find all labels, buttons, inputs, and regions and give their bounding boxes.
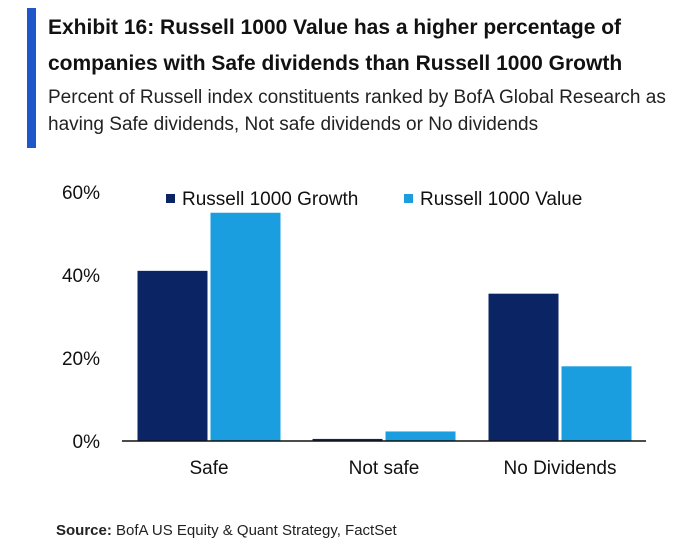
legend-swatch [166, 194, 175, 203]
legend-label: Russell 1000 Value [420, 189, 582, 210]
accent-bar [27, 8, 36, 148]
bar [561, 366, 632, 441]
bar [312, 438, 383, 441]
y-tick-label: 60% [62, 183, 100, 204]
bars [137, 212, 632, 441]
bar [210, 212, 281, 441]
legend-swatch [404, 194, 413, 203]
legend-label: Russell 1000 Growth [182, 189, 358, 210]
bar [137, 270, 208, 441]
x-tick-label: No Dividends [504, 458, 617, 479]
y-axis: 0% 20% 40% 60% [62, 183, 100, 453]
y-tick-label: 20% [62, 349, 100, 370]
source-text: BofA US Equity & Quant Strategy, FactSet [116, 522, 397, 539]
chart-subtitle: Percent of Russell index constituents ra… [48, 87, 666, 135]
bar [385, 431, 456, 441]
x-tick-label: Not safe [349, 458, 420, 479]
y-tick-label: 40% [62, 266, 100, 287]
x-tick-label: Safe [189, 458, 228, 479]
bar [488, 293, 559, 441]
source-label: Source: [56, 522, 112, 539]
chart-title: Exhibit 16: Russell 1000 Value has a hig… [48, 16, 623, 75]
legend: Russell 1000 Growth Russell 1000 Value [166, 189, 582, 210]
x-axis: Safe Not safe No Dividends [189, 458, 616, 479]
source-note: Source: BofA US Equity & Quant Strategy,… [56, 522, 397, 539]
chart-header: Exhibit 16: Russell 1000 Value has a hig… [48, 10, 688, 138]
y-tick-label: 0% [73, 432, 101, 453]
